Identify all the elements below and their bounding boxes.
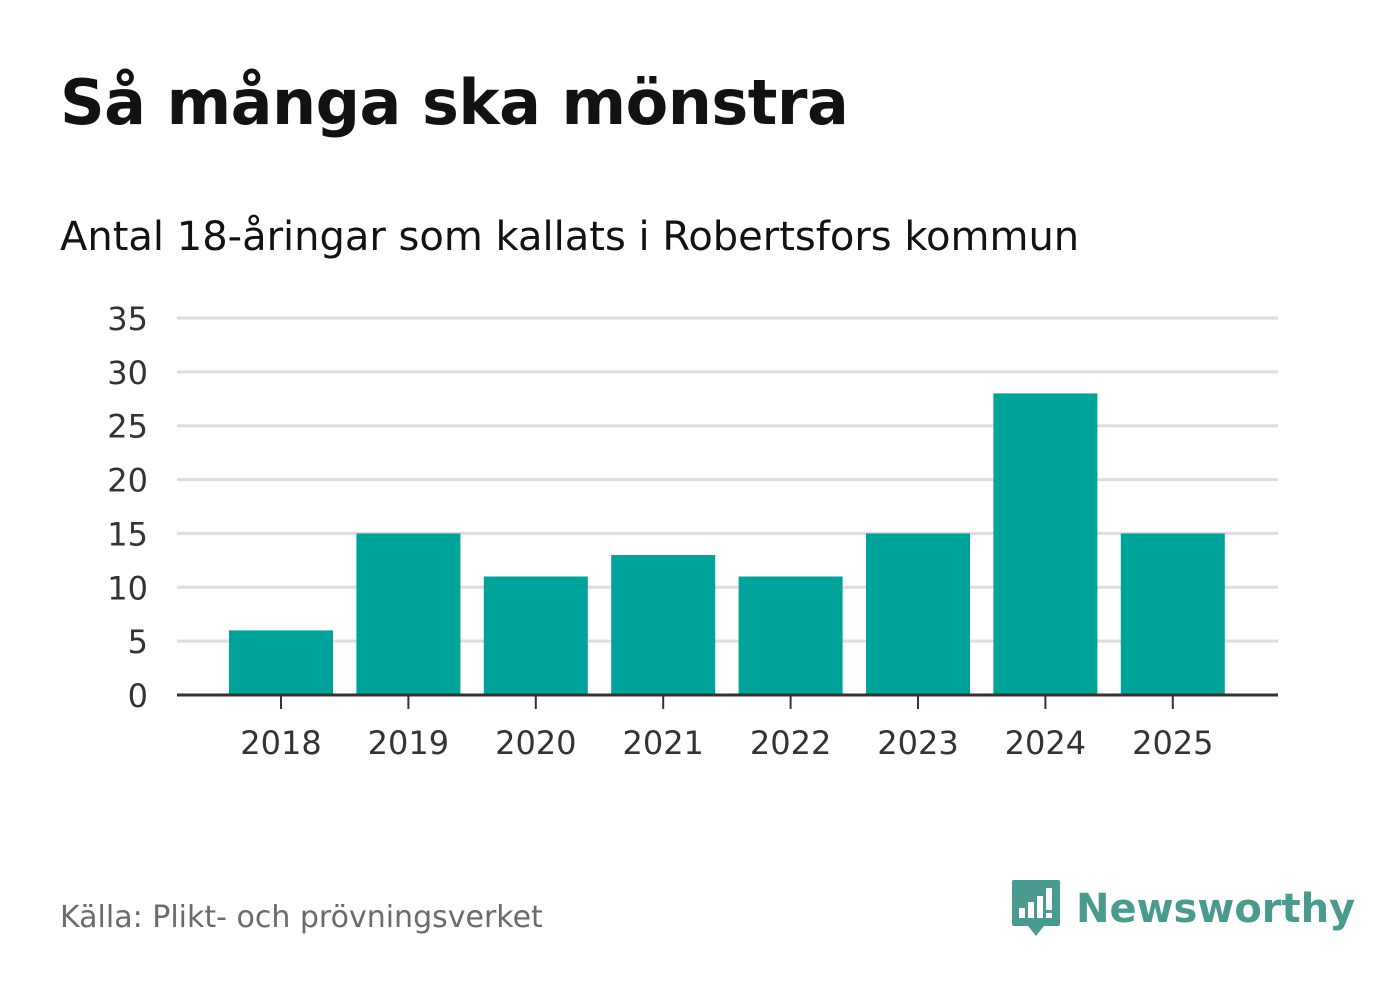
x-tick-label: 2019 bbox=[368, 724, 449, 762]
bar-chart-speech-bubble-icon bbox=[1012, 880, 1060, 936]
x-tick-label: 2023 bbox=[877, 724, 958, 762]
bar-2025 bbox=[1120, 533, 1225, 695]
x-tick-label: 2020 bbox=[495, 724, 576, 762]
y-tick-label: 30 bbox=[107, 354, 148, 392]
bar-2022 bbox=[738, 576, 843, 695]
chart-subtitle: Antal 18-åringar som kallats i Robertsfo… bbox=[60, 214, 1080, 260]
source-note: Källa: Plikt- och prövningsverket bbox=[60, 900, 543, 935]
x-tick-label: 2021 bbox=[622, 724, 703, 762]
bar-2024 bbox=[993, 393, 1098, 695]
bar-2021 bbox=[611, 554, 716, 695]
y-tick-label: 5 bbox=[128, 623, 148, 661]
bar-2023 bbox=[866, 533, 970, 695]
y-tick-label: 35 bbox=[107, 300, 148, 338]
grid-lines bbox=[177, 316, 1278, 643]
x-tick-label: 2022 bbox=[750, 724, 831, 762]
chart-title: Så många ska mönstra bbox=[60, 66, 849, 139]
bar-2020 bbox=[483, 576, 588, 695]
y-tick-label: 15 bbox=[107, 515, 148, 553]
x-tick-label: 2018 bbox=[240, 724, 321, 762]
x-tick-label: 2025 bbox=[1132, 724, 1213, 762]
newsworthy-logo: Newsworthy bbox=[1010, 878, 1355, 940]
bar-2019 bbox=[356, 533, 461, 695]
axes bbox=[177, 693, 1278, 709]
y-tick-label: 25 bbox=[107, 408, 148, 446]
bars bbox=[229, 393, 1225, 695]
x-tick-label: 2024 bbox=[1005, 724, 1086, 762]
y-tick-label: 0 bbox=[128, 677, 148, 715]
y-tick-label: 10 bbox=[107, 569, 148, 607]
bar-2018 bbox=[229, 630, 333, 695]
y-tick-label: 20 bbox=[107, 462, 148, 500]
brand-name: Newsworthy bbox=[1076, 886, 1356, 932]
